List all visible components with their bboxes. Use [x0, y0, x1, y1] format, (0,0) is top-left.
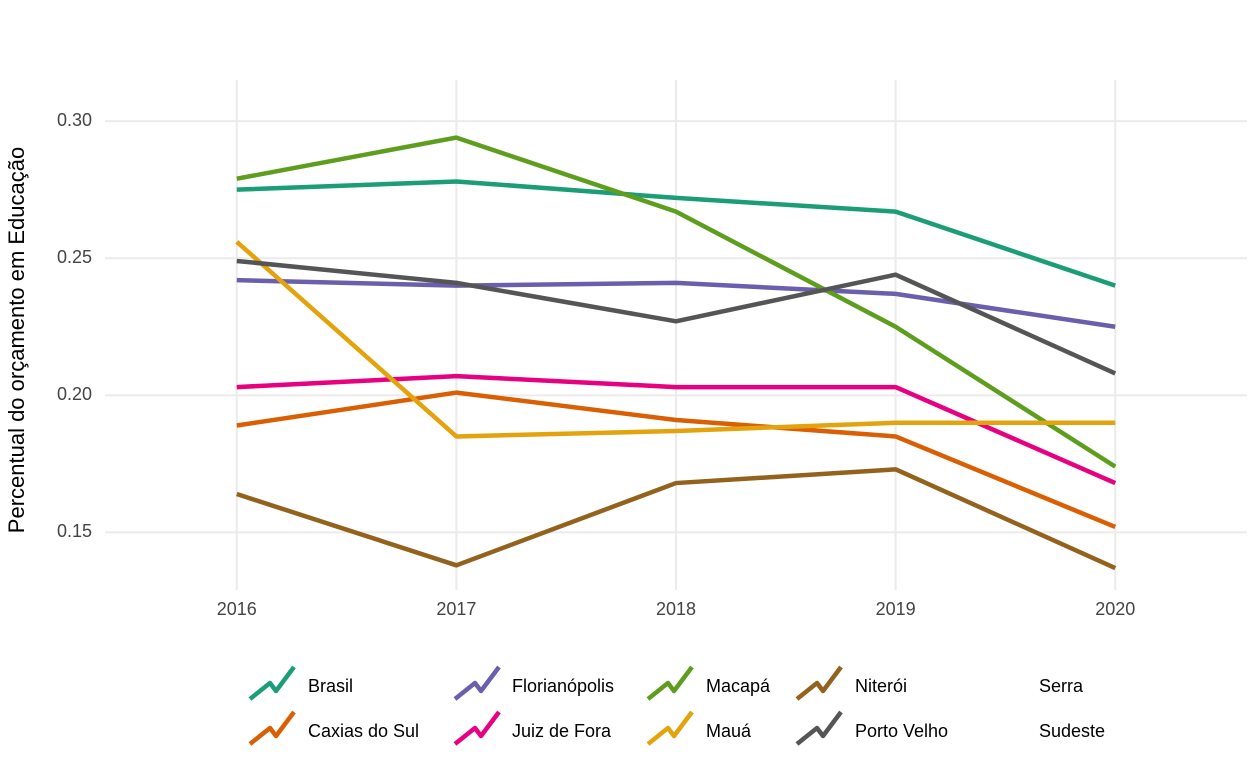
legend-label: Serra: [1039, 676, 1084, 696]
x-tick-label: 2017: [436, 599, 476, 619]
legend-label: Caxias do Sul: [308, 721, 419, 741]
legend-label: Niterói: [855, 676, 907, 696]
legend-label: Sudeste: [1039, 721, 1105, 741]
line: [236, 467, 1117, 571]
x-tick-label: 2020: [1095, 599, 1135, 619]
legend-key: [248, 710, 296, 746]
x-tick-label: 2016: [217, 599, 257, 619]
line: [236, 135, 1117, 469]
y-tick-label: 0.25: [57, 247, 92, 267]
x-tick-label: 2018: [656, 599, 696, 619]
line: [236, 258, 1117, 376]
legend-label: Florianópolis: [512, 676, 614, 696]
legend-key: [795, 710, 843, 746]
legend-key: [248, 665, 296, 701]
line: [236, 179, 1116, 288]
legend-key: [646, 665, 694, 701]
legend-label: Mauá: [706, 721, 752, 741]
line: [236, 277, 1116, 329]
y-tick-label: 0.20: [57, 384, 92, 404]
y-tick-label: 0.30: [57, 110, 92, 130]
line: [236, 373, 1117, 486]
legend-key: [453, 665, 501, 701]
legend-label: Macapá: [706, 676, 771, 696]
legend-label: Brasil: [308, 676, 353, 696]
legend-key: [646, 710, 694, 746]
legend-key: [453, 710, 501, 746]
line: [236, 390, 1117, 530]
y-tick-label: 0.15: [57, 521, 92, 541]
legend-label: Juiz de Fora: [512, 721, 612, 741]
y-axis-label: Percentual do orçamento em Educação: [4, 147, 29, 533]
line: [235, 240, 1116, 439]
legend-key: [795, 665, 843, 701]
legend-label: Porto Velho: [855, 721, 948, 741]
x-tick-label: 2019: [876, 599, 916, 619]
